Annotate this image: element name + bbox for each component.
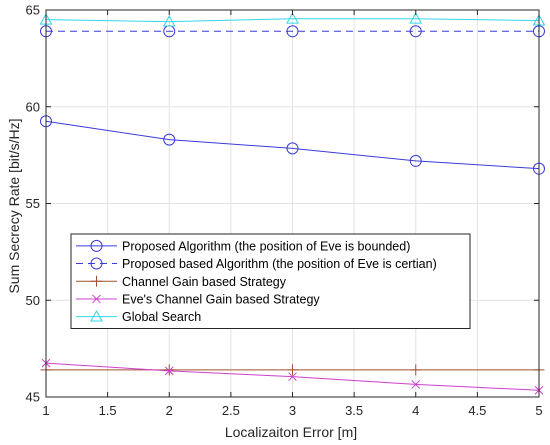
data-point (286, 142, 299, 155)
legend-box (70, 233, 471, 329)
legend-item: Eve's Channel Gain based Strategy (76, 292, 320, 306)
x-axis-label: Localizaiton Error [m] (225, 424, 357, 440)
x-tick-label: 3 (289, 403, 296, 418)
data-point (411, 380, 421, 389)
legend-item: Channel Gain based Strategy (76, 275, 287, 289)
data-point (409, 12, 423, 24)
series-line (45, 120, 540, 170)
data-point (162, 15, 176, 27)
x-tick-label: 3.5 (345, 403, 363, 418)
data-point (409, 25, 422, 38)
legend: Proposed Algorithm (the position of Eve … (70, 233, 471, 329)
y-tick-label: 65 (26, 3, 40, 18)
x-tick-label: 2.5 (222, 403, 240, 418)
data-point (164, 366, 174, 376)
data-point (92, 294, 101, 304)
x-tick-label: 1.5 (99, 403, 117, 418)
x-tick-label: 5 (535, 403, 542, 418)
data-point (286, 25, 299, 38)
data-point (287, 364, 298, 376)
data-point (90, 257, 103, 270)
data-point (90, 310, 103, 322)
y-tick-label: 45 (26, 390, 40, 405)
legend-label: Global Search (122, 310, 201, 324)
legend-item: Global Search (76, 310, 201, 324)
x-tick-label: 4 (412, 403, 419, 418)
legend-label: Proposed based Algorithm (the position o… (122, 257, 437, 271)
y-axis-label: Sum Secrecy Rate [bit/s/Hz] (6, 118, 22, 293)
series-line (45, 18, 540, 23)
legend-label: Proposed Algorithm (the position of Eve … (122, 239, 410, 253)
data-point (91, 275, 102, 287)
legend-item: Proposed Algorithm (the position of Eve … (76, 239, 410, 253)
data-point (410, 364, 422, 376)
legend-item: Proposed based Algorithm (the position o… (76, 257, 437, 271)
data-point (288, 372, 297, 382)
tick-labels: 1 1.5 2 2.5 3 3.5 4 4.5 5 45 50 55 60 65 (26, 3, 543, 419)
y-tick-label: 50 (26, 293, 40, 308)
data-point (163, 364, 175, 376)
series-group (39, 12, 546, 395)
x-tick-label: 4.5 (468, 403, 486, 418)
x-tick-label: 2 (166, 403, 173, 418)
legend-label: Channel Gain based Strategy (122, 275, 287, 289)
y-tick-label: 55 (26, 196, 40, 211)
data-point (286, 12, 299, 24)
data-point (163, 133, 176, 146)
data-point (90, 239, 103, 252)
legend-label: Eve's Channel Gain based Strategy (122, 292, 320, 306)
x-tick-label: 1 (42, 403, 49, 418)
series-4 (41, 358, 544, 395)
data-point (409, 154, 422, 167)
y-tick-label: 60 (26, 99, 40, 114)
